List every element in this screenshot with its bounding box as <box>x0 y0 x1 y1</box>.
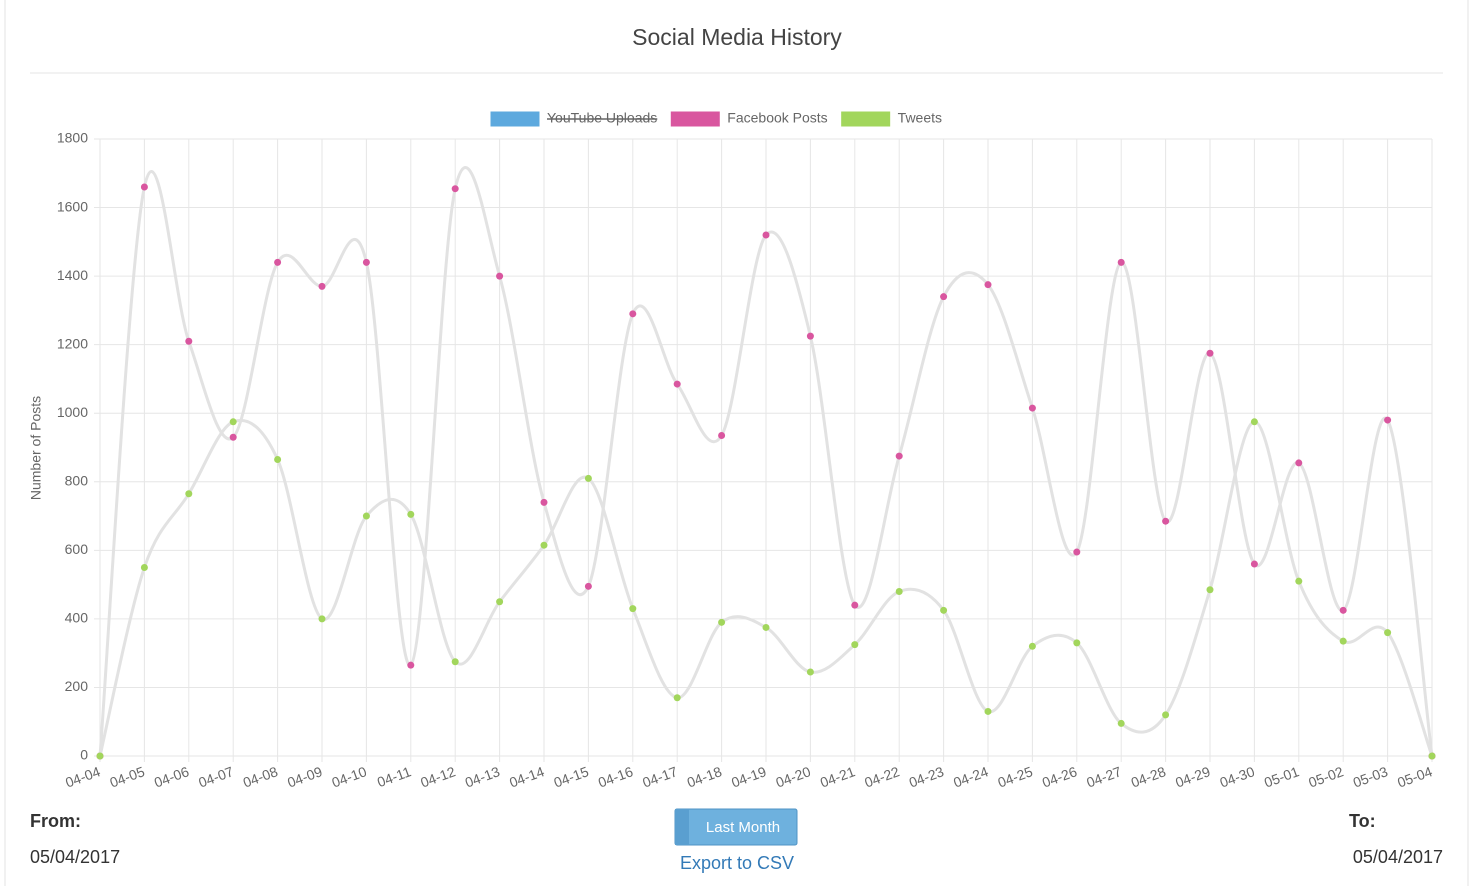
data-point <box>1117 258 1125 266</box>
y-tick-label: 200 <box>65 678 89 694</box>
data-point <box>1384 416 1392 424</box>
data-point <box>984 281 992 289</box>
data-point <box>1295 459 1303 467</box>
y-tick-label: 1800 <box>57 130 88 146</box>
legend-label[interactable]: YouTube Uploads <box>547 110 657 126</box>
from-label: From: <box>30 811 81 831</box>
data-point <box>185 490 193 498</box>
data-point <box>451 658 459 666</box>
data-point <box>407 661 415 669</box>
y-tick-label: 1400 <box>57 267 88 283</box>
data-point <box>851 601 859 609</box>
legend-item[interactable]: Tweets <box>840 110 942 128</box>
data-point <box>1295 577 1303 585</box>
legend: YouTube Uploads Facebook Posts Tweets <box>489 110 942 128</box>
data-point <box>895 452 903 460</box>
export-link[interactable]: Export to CSV <box>680 853 794 873</box>
button-strip <box>675 809 689 845</box>
data-point <box>718 618 726 626</box>
legend-swatch <box>489 110 541 128</box>
legend-label[interactable]: Tweets <box>898 110 942 126</box>
to-date[interactable]: 05/04/2017 <box>1353 847 1443 867</box>
data-point <box>940 606 948 614</box>
data-point <box>895 587 903 595</box>
data-point <box>1206 586 1214 594</box>
data-point <box>584 474 592 482</box>
y-tick-label: 1200 <box>57 335 88 351</box>
to-label: To: <box>1349 811 1376 831</box>
data-point <box>407 510 415 518</box>
y-tick-label: 800 <box>65 472 89 488</box>
data-point <box>762 231 770 239</box>
data-point <box>584 582 592 590</box>
data-point <box>1028 642 1036 650</box>
y-axis-label: Number of Posts <box>28 396 44 500</box>
data-point <box>229 418 237 426</box>
data-point <box>806 332 814 340</box>
data-point <box>229 433 237 441</box>
from-date[interactable]: 05/04/2017 <box>30 847 120 867</box>
data-point <box>451 185 459 193</box>
data-point <box>1117 719 1125 727</box>
data-point <box>629 605 637 613</box>
data-point <box>1073 639 1081 647</box>
data-point <box>540 541 548 549</box>
data-point <box>1339 637 1347 645</box>
data-point <box>718 432 726 440</box>
data-point <box>1250 560 1258 568</box>
data-point <box>1162 517 1170 525</box>
legend-item[interactable]: YouTube Uploads <box>489 110 658 128</box>
y-tick-label: 1000 <box>57 404 88 420</box>
data-point <box>673 694 681 702</box>
data-point <box>1073 548 1081 556</box>
data-point <box>540 498 548 506</box>
data-point <box>1428 752 1436 760</box>
legend-swatch <box>669 110 721 128</box>
data-point <box>140 563 148 571</box>
y-tick-label: 400 <box>65 610 89 626</box>
last-month-button[interactable]: Last Month <box>674 808 798 846</box>
data-point <box>496 598 504 606</box>
data-point <box>673 380 681 388</box>
data-point <box>851 641 859 649</box>
button-label[interactable]: Last Month <box>706 819 780 836</box>
legend-item[interactable]: Facebook Posts <box>669 110 828 128</box>
data-point <box>940 293 948 301</box>
data-point <box>318 615 326 623</box>
chart-title: Social Media History <box>632 24 842 50</box>
data-point <box>806 668 814 676</box>
data-point <box>1206 349 1214 357</box>
data-point <box>318 282 326 290</box>
data-point <box>185 337 193 345</box>
data-point <box>1162 711 1170 719</box>
legend-label[interactable]: Facebook Posts <box>727 110 827 126</box>
data-point <box>1250 418 1258 426</box>
y-tick-label: 0 <box>80 747 88 763</box>
data-point <box>140 183 148 191</box>
data-point <box>362 258 370 266</box>
data-point <box>1339 606 1347 614</box>
data-point <box>1384 629 1392 637</box>
data-point <box>496 272 504 280</box>
series-line <box>98 418 1434 757</box>
data-point <box>362 512 370 520</box>
data-point <box>629 310 637 318</box>
data-point <box>274 258 282 266</box>
data-point <box>96 752 104 760</box>
series-line <box>98 166 1434 757</box>
y-tick-label: 1600 <box>57 198 88 214</box>
legend-swatch <box>840 110 892 128</box>
data-point <box>762 623 770 631</box>
y-tick-label: 600 <box>65 541 89 557</box>
data-point <box>984 707 992 715</box>
data-point <box>274 455 282 463</box>
data-point <box>1028 404 1036 412</box>
